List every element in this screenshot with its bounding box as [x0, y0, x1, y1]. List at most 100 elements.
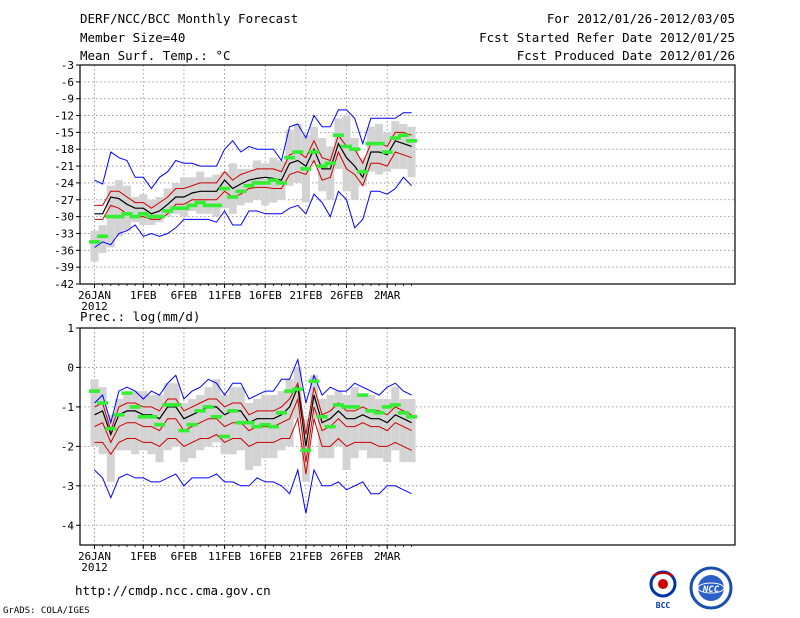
- ensemble-box: [188, 399, 197, 459]
- observed-marker: [97, 401, 109, 405]
- observed-marker: [105, 426, 117, 431]
- ncc-logo-globe: [698, 575, 724, 601]
- ensemble-box: [212, 174, 221, 217]
- ensemble-box: [326, 146, 335, 200]
- ncc-logo-text: NCC: [702, 585, 720, 595]
- upper-spread-line: [94, 131, 412, 209]
- ensemble-box: [155, 196, 164, 223]
- y-tick-label: -18: [54, 143, 74, 156]
- max-line: [94, 109, 412, 190]
- ensemble-box: [277, 391, 286, 451]
- grads-credit: GrADS: COLA/IGES: [3, 606, 90, 616]
- temp-panel-label: Mean Surf. Temp.: °C: [80, 48, 231, 63]
- y-tick-label: -42: [54, 278, 74, 291]
- observed-marker: [308, 150, 320, 154]
- observed-marker: [316, 164, 328, 168]
- observed-marker: [284, 155, 296, 160]
- ensemble-box: [147, 395, 156, 455]
- observed-marker: [406, 414, 418, 419]
- observed-marker: [145, 214, 157, 219]
- observed-marker: [341, 405, 353, 409]
- x-tick-label: 1FEB: [130, 550, 157, 563]
- source-url[interactable]: http://cmdp.ncc.cma.gov.cn: [75, 583, 271, 598]
- ensemble-box: [98, 387, 107, 455]
- x-tick-label: 21FEB: [289, 289, 322, 302]
- observed-marker: [129, 405, 141, 409]
- observed-marker: [357, 169, 369, 174]
- observed-marker: [178, 206, 190, 210]
- upper-spread-line: [94, 381, 412, 435]
- forecast-produced-date: Fcst Produced Date 2012/01/26: [516, 48, 735, 63]
- observed-marker: [186, 203, 198, 208]
- ensemble-box: [253, 399, 262, 467]
- x-tick-label: 11FEB: [208, 550, 241, 563]
- ensemble-box: [407, 126, 416, 178]
- observed-marker: [284, 389, 296, 393]
- ensemble-box: [375, 399, 384, 459]
- observed-marker: [154, 422, 166, 427]
- ensemble-box: [342, 395, 351, 471]
- plot-frame: [79, 64, 736, 285]
- observed-marker: [162, 403, 174, 407]
- observed-marker: [113, 214, 125, 219]
- ensemble-box: [131, 196, 140, 223]
- ensemble-box: [285, 379, 294, 447]
- observed-marker: [389, 136, 401, 140]
- ensemble-box: [375, 123, 384, 175]
- observed-marker: [129, 214, 141, 219]
- observed-marker: [154, 214, 166, 219]
- observed-marker: [275, 411, 287, 415]
- y-tick-label: 0: [67, 361, 74, 374]
- x-tick-label: 6FEB: [171, 289, 198, 302]
- observed-marker: [373, 411, 385, 415]
- y-tick-label: -39: [54, 261, 74, 274]
- observed-marker: [219, 434, 231, 439]
- observed-marker: [97, 234, 109, 239]
- observed-marker: [332, 403, 344, 407]
- observed-marker: [406, 139, 418, 143]
- observed-marker: [365, 409, 377, 413]
- observed-marker: [162, 209, 174, 213]
- y-tick-label: -21: [54, 160, 74, 173]
- x-tick-label: 16FEB: [249, 550, 282, 563]
- x-tick-label: 16FEB: [249, 289, 282, 302]
- observed-marker: [389, 403, 401, 407]
- observed-marker: [267, 424, 279, 429]
- observed-marker: [259, 181, 271, 185]
- observed-marker: [113, 413, 125, 417]
- ensemble-box: [114, 399, 123, 451]
- min-line: [94, 176, 412, 248]
- observed-marker: [324, 161, 336, 166]
- observed-marker: [202, 203, 214, 208]
- ensemble-box: [220, 395, 229, 455]
- min-line: [94, 468, 412, 514]
- y-tick-label: -27: [54, 194, 74, 207]
- bcc-logo: BCC: [649, 570, 677, 610]
- max-line: [94, 357, 412, 425]
- ensemble-box: [391, 387, 400, 451]
- x-tick-label: 2MAR: [374, 550, 401, 563]
- observed-marker: [202, 405, 214, 409]
- observed-marker: [292, 387, 304, 391]
- observed-marker: [243, 420, 255, 425]
- ensemble-box: [253, 160, 262, 200]
- observed-marker: [324, 424, 336, 429]
- observed-marker: [365, 141, 377, 146]
- x-tick-label: 26FEB: [330, 289, 363, 302]
- ensemble-box: [236, 168, 245, 206]
- ensemble-box: [212, 379, 221, 443]
- observed-marker: [292, 150, 304, 154]
- x-tick-label: 26JAN: [78, 550, 111, 563]
- observed-marker: [178, 428, 190, 433]
- y-tick-label: -1: [61, 401, 74, 414]
- observed-marker: [341, 144, 353, 149]
- y-tick-label: -6: [61, 76, 74, 89]
- x-tick-label: 11FEB: [208, 289, 241, 302]
- observed-marker: [275, 181, 287, 185]
- bcc-logo-arc: [652, 572, 674, 577]
- ensemble-box: [228, 387, 237, 455]
- ensemble-box: [236, 387, 245, 451]
- y-tick-label: -36: [54, 244, 74, 257]
- observed-marker: [194, 200, 206, 205]
